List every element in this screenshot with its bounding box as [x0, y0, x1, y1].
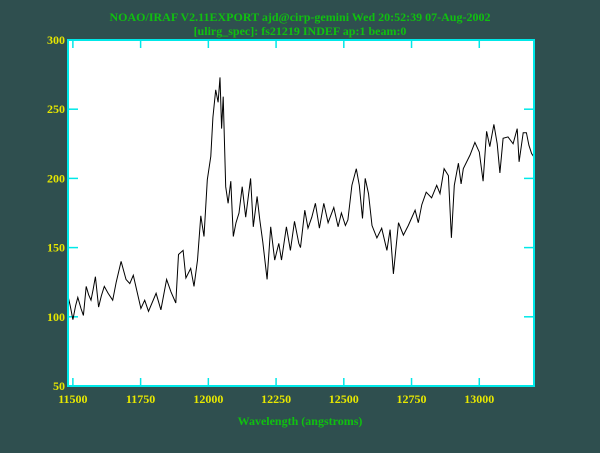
- y-tick-label: 250: [47, 102, 65, 116]
- x-axis-label: Wavelength (angstroms): [237, 414, 363, 428]
- x-tick-label: 12500: [329, 392, 359, 406]
- x-tick-label: 11500: [58, 392, 87, 406]
- x-tick-label: 11750: [126, 392, 155, 406]
- y-tick-label: 150: [47, 241, 65, 255]
- plot-frame: [67, 39, 535, 387]
- y-tick-label: 50: [53, 379, 65, 393]
- chart-subtitle: [ulirg_spec]: fs21219 INDEF ap:1 beam:0: [193, 24, 407, 38]
- x-tick-label: 12750: [397, 392, 427, 406]
- y-tick-label: 300: [47, 33, 65, 47]
- y-tick-label: 200: [47, 171, 65, 185]
- x-tick-label: 13000: [464, 392, 494, 406]
- x-tick-label: 12000: [193, 392, 223, 406]
- plot-area: [68, 40, 534, 386]
- chart-title: NOAO/IRAF V2.11EXPORT ajd@cirp-gemini We…: [109, 10, 491, 24]
- spectrum-line: [67, 77, 534, 320]
- x-tick-label: 12250: [261, 392, 291, 406]
- y-tick-label: 100: [47, 310, 65, 324]
